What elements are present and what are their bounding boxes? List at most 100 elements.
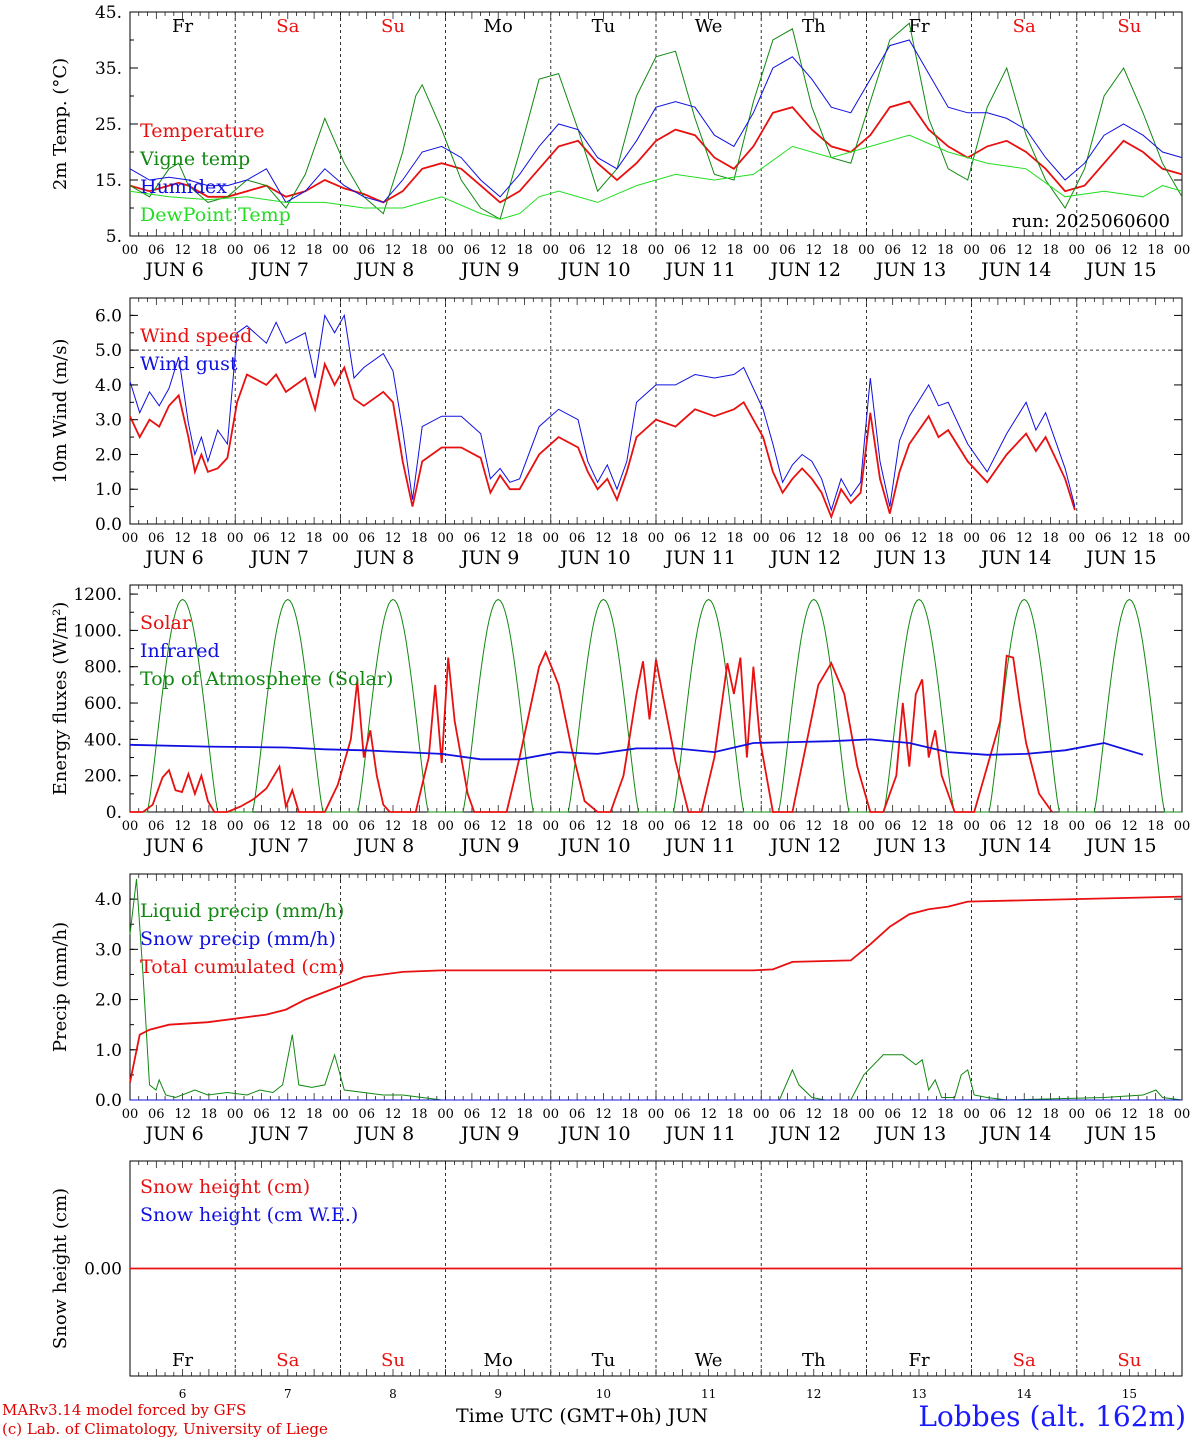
x-hour-label: 00 [753,819,770,834]
x-hour-label: 18 [306,243,323,258]
x-hour-label: 12 [1016,531,1033,546]
y-tick-label: 400. [84,730,122,750]
x-date-label: JUN 7 [249,259,309,281]
x-hour-label: 12 [700,531,717,546]
x-hour-label: 18 [201,1107,218,1122]
x-hour-label: 06 [464,1107,481,1122]
x-hour-label: 00 [122,531,139,546]
x-hour-label: 18 [937,819,954,834]
y-tick-label: 1.0 [95,1041,122,1061]
weekday-label: Su [1117,1350,1141,1371]
x-hour-label: 18 [621,531,638,546]
x-date-label: JUN 8 [354,259,414,281]
x-hour-label: 06 [674,531,691,546]
x-hour-label: 06 [1095,531,1112,546]
x-hour-label: 06 [464,531,481,546]
y-tick-label: 6.0 [95,306,122,326]
x-date-label: JUN 14 [979,1123,1051,1145]
x-hour-label: 06 [148,531,165,546]
x-hour-label: 00 [648,1107,665,1122]
y-tick-label: 3.0 [95,940,122,960]
x-hour-label: 06 [148,243,165,258]
x-hour-label: 06 [779,819,796,834]
x-hour-label: 12 [700,819,717,834]
x-date-label: JUN 13 [874,1123,946,1145]
x-hour-label: 18 [1042,531,1059,546]
legend-entry: Snow precip (mm/h) [140,928,336,950]
x-hour-label: 18 [1042,243,1059,258]
x-hour-label: 06 [884,819,901,834]
x-hour-label: 18 [411,531,428,546]
x-date-label: JUN 8 [354,547,414,569]
x-hour-label: 06 [569,531,586,546]
x-hour-label: 06 [358,531,375,546]
x-hour-label: 12 [911,243,928,258]
x-axis-title: Time UTC (GMT+0h) JUN [456,1405,708,1427]
x-date-label: JUN 9 [459,835,519,857]
x-hour-label: 00 [437,243,454,258]
weekday-label: Su [1117,16,1141,37]
x-hour-label: 06 [148,1107,165,1122]
x-hour-label: 12 [1016,819,1033,834]
x-hour-label: 12 [280,243,297,258]
x-hour-label: 00 [227,1107,244,1122]
y-tick-label: 5. [106,227,122,247]
x-hour-label: 18 [306,531,323,546]
x-hour-label: 06 [779,1107,796,1122]
x-hour-label: 12 [490,531,507,546]
x-hour-label: 18 [621,819,638,834]
x-hour-label: 12 [1016,243,1033,258]
x-hour-label: 12 [911,819,928,834]
x-hour-label: 06 [884,1107,901,1122]
x-date-label: JUN 10 [558,835,630,857]
weekday-label: Fr [908,1350,929,1371]
series-line-total-cumulated-cm- [129,895,1183,1083]
x-hour-label: 18 [727,819,744,834]
x-hour-label: 00 [963,1107,980,1122]
x-hour-label: 18 [1042,819,1059,834]
x-hour-label: 06 [990,531,1007,546]
x-date-label: JUN 13 [874,835,946,857]
weekday-label: We [695,1350,723,1371]
x-hour-label: 12 [806,243,823,258]
weekday-label: Th [802,16,826,37]
y-tick-label: 2.0 [95,991,122,1011]
legend-entry: Snow height (cm W.E.) [140,1204,358,1226]
x-hour-label: 12 [174,243,191,258]
weekday-label: Su [381,16,405,37]
x-hour-label: 12 [595,243,612,258]
x-date-label: JUN 10 [558,259,630,281]
x-date-label: JUN 11 [663,835,735,857]
x-date-label: 13 [911,1387,926,1401]
weekday-label: Fr [172,16,193,37]
x-hour-label: 00 [963,819,980,834]
x-hour-label: 00 [332,243,349,258]
x-date-label: JUN 12 [769,835,841,857]
legend-entry: Vigne temp [139,148,250,170]
x-hour-label: 00 [753,531,770,546]
x-hour-label: 06 [569,243,586,258]
x-date-label: JUN 14 [979,835,1051,857]
x-hour-label: 00 [963,243,980,258]
x-hour-label: 18 [1147,819,1164,834]
weekday-label: Sa [276,1350,299,1371]
weekday-label: Sa [1013,1350,1036,1371]
credit-line-1: MARv3.14 model forced by GFS [2,1401,247,1419]
series-line-vigne-temp [129,22,1183,220]
x-hour-label: 12 [806,1107,823,1122]
x-hour-label: 18 [727,1107,744,1122]
x-hour-label: 12 [595,1107,612,1122]
x-hour-label: 00 [437,531,454,546]
x-hour-label: 00 [543,819,560,834]
x-hour-label: 06 [253,1107,270,1122]
x-hour-label: 06 [779,243,796,258]
x-hour-label: 18 [411,243,428,258]
x-hour-label: 00 [1174,531,1191,546]
y-tick-label: 600. [84,694,122,714]
x-hour-label: 12 [490,1107,507,1122]
y-tick-label: 0.00 [84,1260,122,1280]
x-hour-label: 06 [779,531,796,546]
y-tick-label: 0. [106,803,122,823]
x-hour-label: 12 [806,819,823,834]
